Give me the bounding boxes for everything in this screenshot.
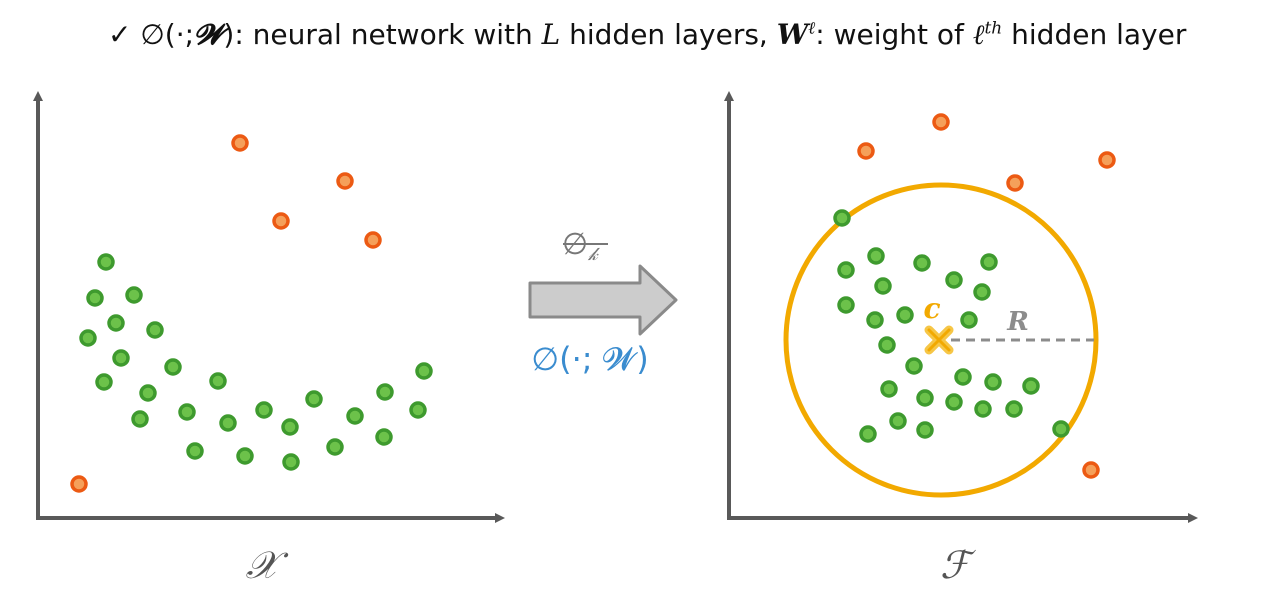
anomaly-point bbox=[857, 142, 875, 160]
normal-point bbox=[178, 403, 196, 421]
anomaly-point bbox=[364, 231, 382, 249]
normal-point bbox=[889, 412, 907, 430]
normal-point bbox=[973, 283, 991, 301]
normal-point bbox=[255, 401, 273, 419]
normal-point bbox=[107, 314, 125, 332]
normal-point bbox=[867, 247, 885, 265]
normal-point bbox=[186, 442, 204, 460]
normal-point bbox=[305, 390, 323, 408]
anomaly-point bbox=[336, 172, 354, 190]
normal-point bbox=[905, 357, 923, 375]
anomaly-point bbox=[231, 134, 249, 152]
radius-label: R bbox=[1006, 307, 1029, 337]
normal-point bbox=[833, 209, 851, 227]
feature-space-label: ℱ bbox=[940, 543, 976, 587]
normal-point bbox=[79, 329, 97, 347]
normal-point bbox=[146, 321, 164, 339]
normal-point bbox=[945, 271, 963, 289]
normal-point bbox=[236, 447, 254, 465]
right-scatter bbox=[833, 113, 1116, 479]
normal-point bbox=[1022, 377, 1040, 395]
right-axes bbox=[724, 91, 1198, 523]
normal-point bbox=[916, 421, 934, 439]
normal-point bbox=[95, 373, 113, 391]
center-label: c bbox=[923, 292, 940, 325]
normal-point bbox=[913, 254, 931, 272]
normal-point bbox=[1052, 420, 1070, 438]
normal-point bbox=[415, 362, 433, 380]
normal-point bbox=[326, 438, 344, 456]
normal-point bbox=[837, 261, 855, 279]
normal-point bbox=[281, 418, 299, 436]
normal-point bbox=[376, 383, 394, 401]
normal-point bbox=[945, 393, 963, 411]
normal-point bbox=[859, 425, 877, 443]
normal-point bbox=[837, 296, 855, 314]
normal-point bbox=[896, 306, 914, 324]
normal-point bbox=[916, 389, 934, 407]
normal-point bbox=[974, 400, 992, 418]
anomaly-point bbox=[70, 475, 88, 493]
normal-point bbox=[86, 289, 104, 307]
normal-point bbox=[980, 253, 998, 271]
normal-point bbox=[209, 372, 227, 390]
network-map-label: ∅(·; 𝓦) bbox=[531, 340, 649, 378]
normal-point bbox=[97, 253, 115, 271]
normal-point bbox=[131, 410, 149, 428]
normal-point bbox=[375, 428, 393, 446]
hypersphere-boundary bbox=[783, 182, 1099, 498]
normal-point bbox=[282, 453, 300, 471]
kernel-map-label: ∅𝓀 bbox=[562, 227, 600, 265]
anomaly-point bbox=[1006, 174, 1024, 192]
left-axes bbox=[33, 91, 505, 523]
normal-point bbox=[112, 349, 130, 367]
normal-point bbox=[874, 277, 892, 295]
anomaly-point bbox=[932, 113, 950, 131]
normal-point bbox=[1005, 400, 1023, 418]
anomaly-point bbox=[272, 212, 290, 230]
normal-point bbox=[984, 373, 1002, 391]
normal-point bbox=[960, 311, 978, 329]
normal-point bbox=[866, 311, 884, 329]
normal-point bbox=[219, 414, 237, 432]
normal-point bbox=[878, 336, 896, 354]
header-text: ✓ ∅(·;𝓦): neural network with L hidden l… bbox=[108, 18, 1187, 51]
normal-point bbox=[139, 384, 157, 402]
check-icon: ✓ bbox=[108, 18, 132, 51]
normal-point bbox=[346, 407, 364, 425]
left-scatter bbox=[70, 134, 433, 493]
normal-point bbox=[125, 286, 143, 304]
normal-point bbox=[164, 358, 182, 376]
normal-point bbox=[954, 368, 972, 386]
anomaly-point bbox=[1098, 151, 1116, 169]
normal-point bbox=[409, 401, 427, 419]
mapping-arrow-icon bbox=[528, 264, 678, 336]
center-marker-icon bbox=[924, 325, 954, 355]
normal-point bbox=[880, 380, 898, 398]
anomaly-point bbox=[1082, 461, 1100, 479]
input-space-label: 𝒳 bbox=[246, 543, 289, 587]
